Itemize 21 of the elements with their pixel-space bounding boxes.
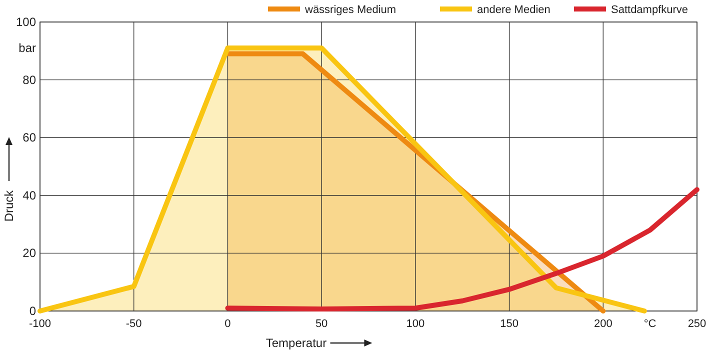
y-tick-label: 60 <box>22 130 36 145</box>
x-tick-label: 250 <box>688 318 706 330</box>
y-tick-label: 0 <box>29 304 36 318</box>
y-tick-label: 100 <box>16 15 36 29</box>
x-tick-label: -100 <box>28 318 52 330</box>
legend-label: andere Medien <box>477 4 550 16</box>
x-tick-label: 200 <box>594 318 612 330</box>
legend-label: Sattdampfkurve <box>611 4 688 16</box>
x-tick-label: 0 <box>224 318 231 330</box>
x-tick-label: 50 <box>315 318 328 330</box>
x-tick-label: -50 <box>126 318 142 330</box>
legend-label: wässriges Medium <box>304 4 396 16</box>
x-tick-label: °C <box>644 318 656 330</box>
x-axis-title: Temperatur <box>266 336 327 350</box>
y-tick-label: 20 <box>22 246 36 260</box>
y-axis-title: Druck <box>2 189 16 222</box>
y-tick-label: bar <box>18 41 36 56</box>
x-tick-label: 100 <box>406 318 425 330</box>
x-tick-label: 150 <box>500 318 518 330</box>
y-tick-label: 80 <box>22 72 36 87</box>
y-tick-label: 40 <box>22 188 36 202</box>
